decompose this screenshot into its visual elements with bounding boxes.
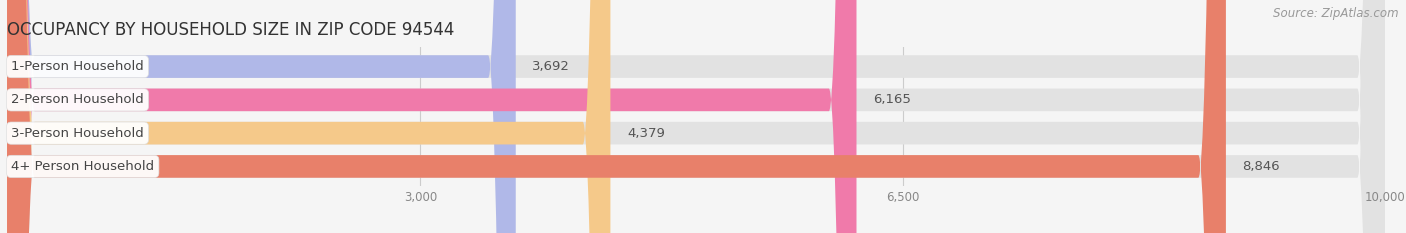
Text: 1-Person Household: 1-Person Household [11, 60, 143, 73]
Text: 4,379: 4,379 [627, 127, 665, 140]
Text: OCCUPANCY BY HOUSEHOLD SIZE IN ZIP CODE 94544: OCCUPANCY BY HOUSEHOLD SIZE IN ZIP CODE … [7, 21, 454, 39]
FancyBboxPatch shape [7, 0, 1385, 233]
Text: 4+ Person Household: 4+ Person Household [11, 160, 155, 173]
Text: 3,692: 3,692 [533, 60, 571, 73]
Text: 3-Person Household: 3-Person Household [11, 127, 143, 140]
FancyBboxPatch shape [7, 0, 1385, 233]
FancyBboxPatch shape [7, 0, 516, 233]
FancyBboxPatch shape [7, 0, 1385, 233]
Text: 8,846: 8,846 [1243, 160, 1279, 173]
FancyBboxPatch shape [7, 0, 1385, 233]
Text: Source: ZipAtlas.com: Source: ZipAtlas.com [1274, 7, 1399, 20]
FancyBboxPatch shape [7, 0, 856, 233]
FancyBboxPatch shape [7, 0, 610, 233]
FancyBboxPatch shape [7, 0, 1226, 233]
Text: 6,165: 6,165 [873, 93, 911, 106]
Text: 2-Person Household: 2-Person Household [11, 93, 143, 106]
